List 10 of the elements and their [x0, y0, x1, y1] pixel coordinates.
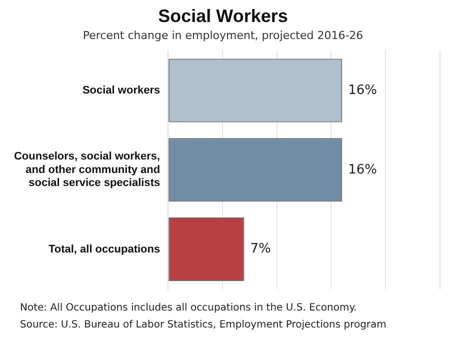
data-label: 16% — [348, 162, 378, 178]
source-note: Source: U.S. Bureau of Labor Statistics, Employment Projections program — [20, 320, 386, 331]
text: Note: All Occupations includes all occupations in the U.S. Economy. — [20, 302, 357, 314]
y-tick-label: Counselors, social workers, and other community and social service specialists — [14, 150, 160, 190]
chart-subtitle: Percent change in employment, projected 2016-26 — [82, 29, 364, 42]
data-label: 16% — [348, 82, 378, 98]
chart-title: Social Workers — [158, 6, 288, 26]
data-label: 7% — [250, 242, 271, 257]
y-tick-label: Total, all occupations — [48, 243, 160, 256]
y-tick-label: Social workers — [82, 84, 160, 97]
